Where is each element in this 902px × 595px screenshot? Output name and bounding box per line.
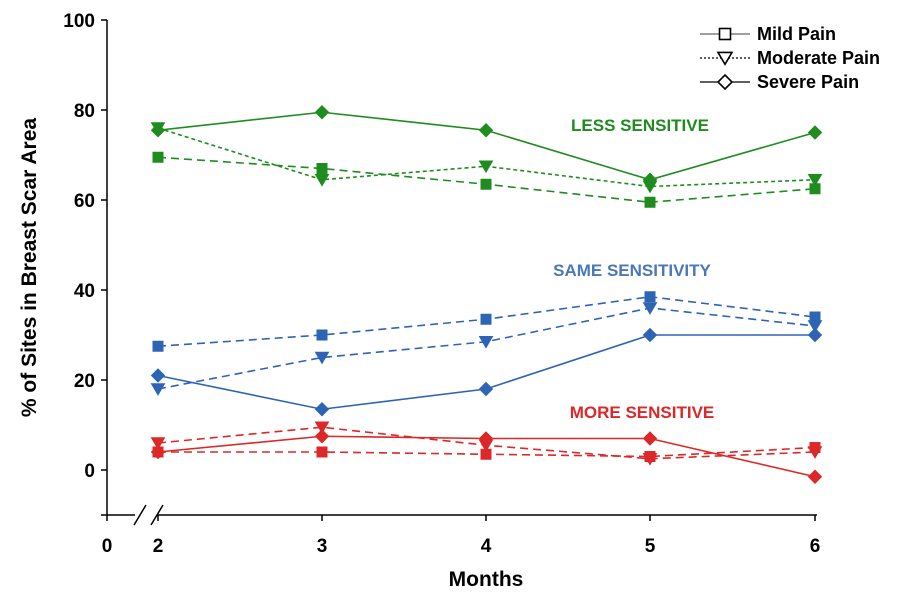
data-point-diamond: [807, 327, 823, 343]
data-point-square: [316, 446, 328, 458]
series-same-sensitivity-severe-pain: [150, 327, 823, 417]
series-layer: [150, 105, 823, 484]
annotations: LESS SENSITIVE SAME SENSITIVITY MORE SENSI…: [553, 116, 714, 422]
group-less-sensitive: [150, 105, 823, 208]
data-point-square: [644, 291, 656, 303]
data-point-triangle: [807, 174, 823, 187]
data-point-triangle: [716, 51, 734, 66]
y-axis-title: % of Sites in Breast Scar Area: [18, 118, 41, 417]
series-more-sensitive-severe-pain: [150, 429, 823, 484]
data-point-triangle: [150, 383, 166, 396]
x-axis-title: Months: [449, 568, 524, 591]
data-point-diamond: [807, 469, 823, 484]
x-tick-label: 0: [102, 536, 113, 557]
axes: 0 20 40 60 80 100 0 2 3 4 5 6: [63, 11, 820, 557]
data-point-diamond: [150, 444, 166, 460]
legend-label: Severe Pain: [757, 72, 859, 92]
data-point-diamond: [478, 381, 494, 397]
data-point-square: [316, 329, 328, 341]
y-tick-label: 40: [74, 281, 95, 302]
data-point-diamond: [314, 429, 330, 444]
data-point-diamond: [314, 105, 330, 120]
data-point-triangle: [478, 160, 494, 174]
data-point-triangle: [314, 421, 330, 435]
data-point-diamond: [478, 431, 494, 446]
x-axis-break-mark: [133, 504, 164, 526]
series-less-sensitive-severe-pain: [150, 105, 823, 187]
data-point-triangle: [642, 302, 658, 315]
data-point-triangle: [807, 320, 823, 333]
data-point-diamond: [716, 73, 734, 91]
annotation-label: MORE SENSITIVE: [570, 403, 715, 422]
data-point-diamond: [478, 123, 494, 138]
data-point-square: [316, 163, 328, 174]
data-point-square: [480, 313, 492, 325]
legend-label: Mild Pain: [757, 24, 836, 44]
data-point-triangle: [478, 336, 494, 349]
y-tick-label: 20: [74, 371, 95, 392]
break-slash-1: [133, 504, 147, 526]
data-point-triangle: [642, 453, 658, 466]
group-more-sensitive: [150, 421, 823, 484]
data-point-triangle: [807, 446, 823, 459]
legend: Mild Pain Moderate Pain Severe Pain: [700, 24, 880, 92]
annotation-label: SAME SENSITIVITY: [553, 261, 711, 280]
x-tick-label: 2: [153, 536, 164, 557]
legend-entry: Mild Pain: [700, 24, 836, 44]
y-ticks: 0 20 40 60 80 100: [63, 11, 107, 516]
data-point-diamond: [150, 123, 166, 138]
x-tick-label: 3: [317, 536, 328, 557]
series-same-sensitivity-moderate-pain: [150, 302, 823, 396]
data-point-triangle: [314, 351, 330, 365]
data-point-diamond: [642, 172, 658, 187]
group-same-sensitivity: [150, 291, 823, 417]
legend-entry: Severe Pain: [700, 72, 859, 92]
break-slash-2: [150, 504, 164, 526]
y-tick-label: 60: [74, 191, 95, 212]
x-tick-label: 6: [810, 536, 821, 557]
data-point-triangle: [314, 174, 330, 187]
y-tick-label: 80: [74, 101, 95, 122]
legend-entry: Moderate Pain: [700, 48, 880, 68]
annotation-label: LESS SENSITIVE: [571, 116, 709, 135]
y-tick-label: 100: [63, 11, 95, 32]
x-tick-label: 4: [481, 536, 492, 557]
legend-label: Moderate Pain: [757, 48, 880, 68]
data-point-diamond: [642, 327, 658, 343]
data-point-diamond: [642, 431, 658, 446]
y-tick-label: 0: [84, 461, 95, 482]
data-point-triangle: [150, 437, 166, 450]
data-point-diamond: [150, 368, 166, 383]
data-point-square: [644, 196, 656, 208]
x-tick-label: 5: [645, 536, 656, 557]
data-point-square: [152, 151, 164, 163]
data-point-diamond: [807, 125, 823, 140]
series-same-sensitivity-mild-pain: [152, 291, 821, 352]
series-less-sensitive-mild-pain: [152, 151, 821, 208]
data-point-diamond: [314, 402, 330, 417]
data-point-square: [718, 27, 732, 41]
data-point-square: [480, 178, 492, 190]
x-ticks: 0 2 3 4 5 6: [102, 515, 821, 557]
data-point-square: [152, 340, 164, 352]
